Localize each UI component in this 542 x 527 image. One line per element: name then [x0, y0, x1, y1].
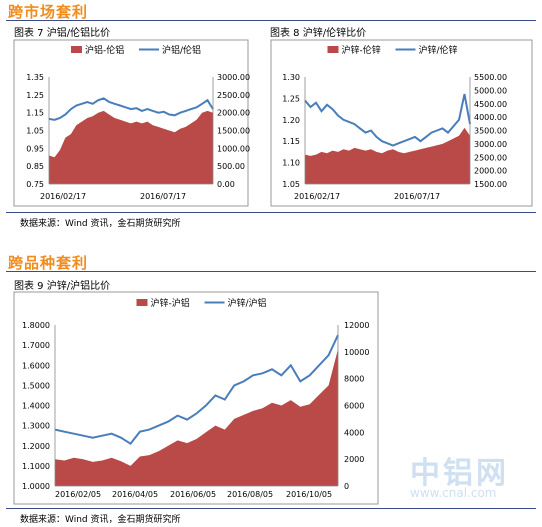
y-left-tick-label: 1.8000: [22, 321, 50, 330]
watermark-logo: 中铝网: [410, 456, 509, 491]
chart-frame: [13, 291, 379, 505]
y-left-tick-label: 1.5000: [22, 381, 50, 390]
y-right-tick-label: 2000.00: [474, 167, 507, 176]
x-tick-label: 2016/10/05: [286, 490, 332, 499]
x-tick-label: 2016/08/05: [227, 490, 273, 499]
y-left-tick-label: 0.85: [26, 162, 44, 171]
y-left-tick-label: 1.3000: [22, 422, 50, 431]
y-right-tick-label: 10000: [344, 348, 369, 357]
fig8-title: 图表 8 沪锌/伦锌比价: [270, 28, 367, 39]
y-right-tick-label: 2000.00: [217, 109, 250, 118]
line-series-1: [304, 93, 471, 147]
y-left-tick-label: 1.35: [26, 73, 44, 82]
source-rule-2: [6, 508, 536, 509]
watermark-url: www.cnal.com: [410, 486, 497, 500]
y-right-tick-label: 2000: [344, 455, 364, 464]
y-left-tick-label: 1.30: [282, 73, 300, 82]
area-series-1: [305, 127, 470, 184]
section-title-variety: 跨品种套利: [8, 254, 89, 272]
legend-label-line: 沪锌/伦锌: [419, 44, 458, 56]
y-left-tick-label: 1.25: [282, 94, 300, 103]
y-left-tick-label: 0.95: [26, 144, 44, 153]
y-left-tick-label: 1.7000: [22, 341, 50, 350]
y-right-tick-label: 0.00: [217, 180, 235, 189]
legend-swatch-area: [136, 299, 148, 306]
y-right-tick-label: 5000.00: [474, 86, 507, 95]
chart-frame: [13, 39, 249, 207]
y-right-tick-label: 5500.00: [474, 73, 507, 82]
y-right-tick-label: 3000.00: [217, 73, 250, 82]
y-right-tick-label: 0: [344, 482, 349, 491]
legend-label-area: 沪锌-伦锌: [342, 44, 381, 56]
x-tick-label: 2016/04/05: [112, 490, 158, 499]
y-right-tick-label: 4500.00: [474, 100, 507, 109]
y-left-tick-label: 1.0000: [22, 482, 50, 491]
x-tick-label: 2016/02/17: [294, 192, 340, 201]
y-right-tick-label: 3500.00: [474, 127, 507, 136]
source-note-2: 数据来源：Wind 资讯，金石期货研究所: [20, 515, 181, 525]
x-tick-label: 2016/06/05: [170, 490, 216, 499]
y-right-tick-label: 1500.00: [217, 127, 250, 136]
source-note-1: 数据来源：Wind 资讯，金石期货研究所: [20, 219, 181, 229]
y-right-tick-label: 2500.00: [474, 153, 507, 162]
y-left-tick-label: 1.25: [26, 91, 44, 100]
legend-label-area: 沪铝-伦铝: [85, 44, 124, 56]
y-left-tick-label: 1.4000: [22, 402, 50, 411]
legend-swatch-area: [71, 46, 82, 53]
title-rule-2: [6, 271, 536, 272]
y-right-tick-label: 3000.00: [474, 140, 507, 149]
line-series-2: [54, 334, 339, 446]
fig7-title: 图表 7 沪铝/伦铝比价: [14, 28, 111, 39]
y-right-tick-label: 6000: [344, 402, 364, 411]
legend-label-line: 沪锌/沪铝: [228, 297, 267, 309]
area-series-0: [49, 110, 213, 184]
y-right-tick-label: 1000.00: [217, 144, 250, 153]
x-tick-label: 2016/02/05: [55, 490, 101, 499]
fig9-title: 图表 9 沪锌/沪铝比价: [14, 281, 111, 292]
y-right-tick-label: 1500.00: [474, 180, 507, 189]
y-left-tick-label: 1.15: [26, 109, 44, 118]
y-left-tick-label: 1.05: [26, 127, 44, 136]
y-right-tick-label: 4000.00: [474, 113, 507, 122]
x-tick-label: 2016/07/17: [140, 192, 186, 201]
x-tick-label: 2016/07/17: [394, 192, 440, 201]
chart-frame: [270, 39, 533, 207]
x-tick-label: 2016/02/17: [40, 192, 86, 201]
y-left-tick-label: 1.2000: [22, 442, 50, 451]
source-rule-1: [6, 212, 536, 213]
area-series-2: [55, 349, 338, 486]
y-left-tick-label: 1.10: [282, 159, 300, 168]
legend-label-area: 沪锌-沪铝: [151, 297, 190, 309]
y-right-tick-label: 12000: [344, 321, 369, 330]
y-left-tick-label: 1.1000: [22, 462, 50, 471]
line-series-0: [48, 97, 214, 121]
y-left-tick-label: 1.05: [282, 180, 300, 189]
y-left-tick-label: 0.75: [26, 180, 44, 189]
y-right-tick-label: 500.00: [217, 162, 245, 171]
y-right-tick-label: 2500.00: [217, 91, 250, 100]
y-right-tick-label: 4000: [344, 428, 364, 437]
section-title-market: 跨市场套利: [8, 3, 89, 21]
y-left-tick-label: 1.20: [282, 116, 300, 125]
title-rule: [6, 20, 536, 21]
y-left-tick-label: 1.15: [282, 137, 300, 146]
legend-label-line: 沪铝/伦铝: [162, 44, 201, 56]
y-left-tick-label: 1.6000: [22, 361, 50, 370]
legend-swatch-area: [327, 46, 339, 53]
y-right-tick-label: 8000: [344, 375, 364, 384]
